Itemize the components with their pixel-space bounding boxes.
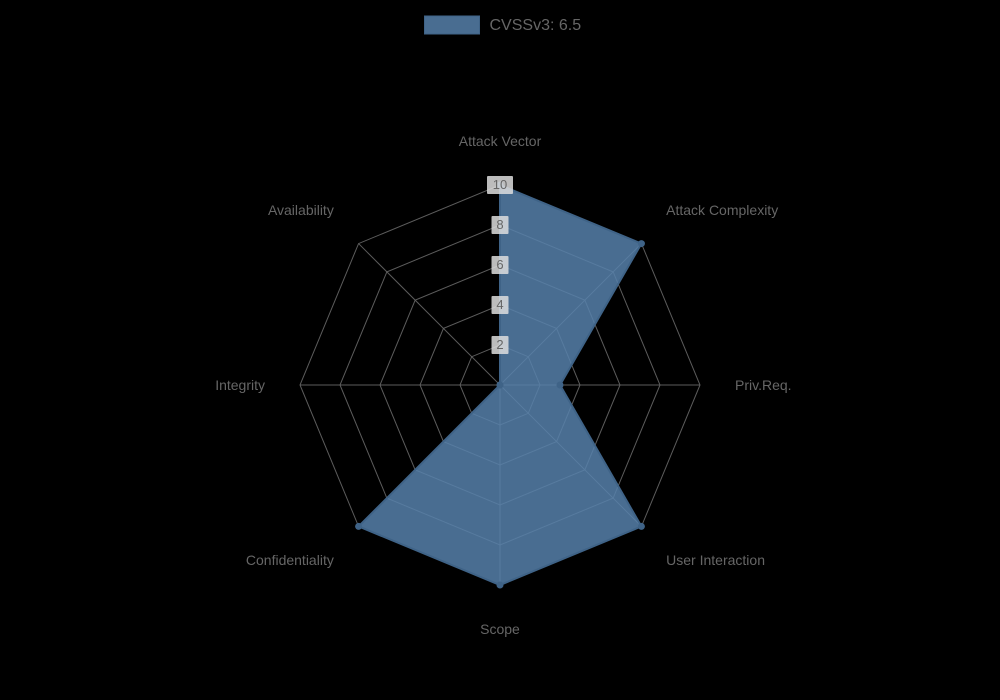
axis-label: Integrity xyxy=(215,377,265,393)
svg-text:4: 4 xyxy=(496,297,503,312)
axis-label: Priv.Req. xyxy=(735,377,792,393)
axis-label: Availability xyxy=(268,202,334,218)
axis-label: Attack Complexity xyxy=(666,202,778,218)
radar-chart: 2 4 6 8 10 Attack Vector Attack Complexity Priv… xyxy=(0,0,1000,700)
svg-text:8: 8 xyxy=(496,217,503,232)
chart-legend: CVSSv3: 6.5 xyxy=(425,16,582,34)
svg-text:10: 10 xyxy=(493,177,507,192)
legend-label: CVSSv3: 6.5 xyxy=(490,17,582,34)
axis-label: Scope xyxy=(480,621,520,637)
axis-label: Attack Vector xyxy=(459,133,542,149)
axis-label: User Interaction xyxy=(666,552,765,568)
svg-text:6: 6 xyxy=(496,257,503,272)
axis-label: Confidentiality xyxy=(246,552,334,568)
svg-text:2: 2 xyxy=(496,337,503,352)
